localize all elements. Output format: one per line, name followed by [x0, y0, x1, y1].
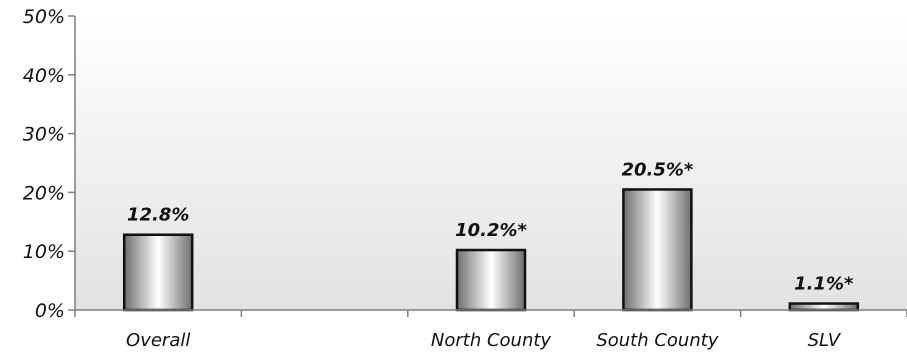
y-tick-label: 40% [23, 65, 65, 87]
data-labels: 12.8% 10.2%* 20.5%* 1.1%* [127, 159, 854, 294]
y-axis-ticks: 0% 10% 20% 30% 40% 50% [23, 6, 75, 322]
bar-value-label: 1.1%* [794, 274, 854, 295]
bar [622, 188, 693, 312]
y-tick-label: 20% [23, 182, 65, 204]
bar-value-label: 12.8% [127, 205, 189, 226]
x-category-label: North County [431, 330, 552, 351]
x-category-label: Overall [126, 330, 190, 351]
y-tick-label: 30% [23, 124, 65, 146]
x-axis-ticks: Overall North County South County SLV [74, 310, 907, 351]
bar-value-label: 10.2%* [455, 220, 527, 241]
bars [122, 188, 860, 312]
x-category-label: SLV [808, 330, 842, 351]
x-category-label: South County [596, 330, 718, 351]
bar [455, 248, 527, 312]
y-tick-label: 10% [23, 241, 65, 263]
y-tick-label: 50% [23, 6, 65, 28]
bar-value-label: 20.5%* [621, 159, 693, 180]
y-tick-label: 0% [35, 300, 65, 322]
bar [788, 302, 860, 312]
bar [122, 233, 194, 312]
